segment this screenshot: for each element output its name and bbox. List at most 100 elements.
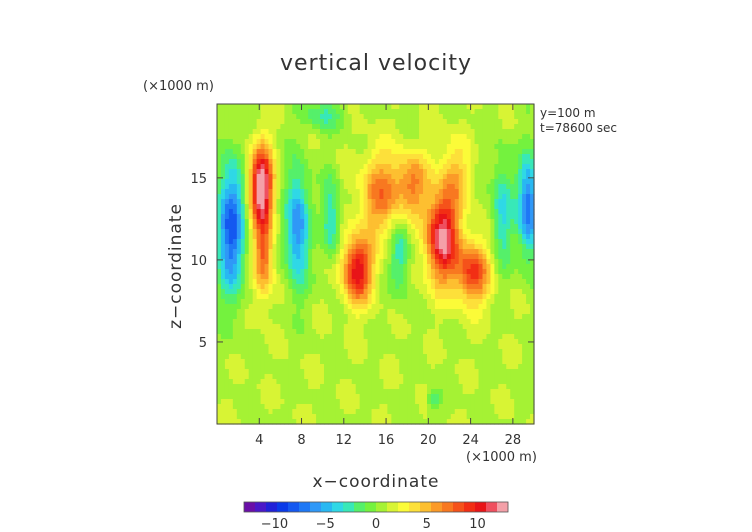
heatmap-cell [300, 284, 305, 290]
heatmap-cell [403, 189, 408, 195]
heatmap-cell [248, 394, 254, 400]
heatmap-cell [217, 244, 222, 250]
heatmap-cell [530, 319, 535, 325]
heatmap-cell [526, 354, 531, 360]
heatmap-cell [423, 174, 428, 180]
heatmap-cell [304, 154, 309, 160]
heatmap-cell [280, 164, 285, 170]
heatmap-cell [474, 224, 480, 230]
heatmap-cell [454, 374, 460, 380]
heatmap-cell [510, 359, 515, 365]
heatmap-cell [438, 349, 444, 355]
heatmap-cell [367, 169, 373, 175]
heatmap-cell [327, 134, 333, 140]
heatmap-cell [470, 279, 476, 285]
heatmap-cell [264, 174, 270, 180]
heatmap-cell [478, 209, 484, 215]
heatmap-cell [228, 199, 234, 205]
heatmap-cell [486, 349, 492, 355]
heatmap-cell [300, 404, 305, 410]
heatmap-cell [248, 349, 254, 355]
heatmap-cell [434, 219, 440, 225]
heatmap-cell [363, 289, 369, 295]
heatmap-cell [260, 164, 266, 170]
heatmap-cell [434, 114, 440, 120]
heatmap-cell [506, 399, 511, 405]
heatmap-cell [304, 319, 309, 325]
heatmap-cell [466, 164, 472, 170]
heatmap-cell [359, 389, 365, 395]
heatmap-cell [276, 229, 281, 235]
heatmap-cell [494, 329, 499, 335]
heatmap-cell [490, 194, 495, 200]
heatmap-cell [224, 239, 230, 245]
heatmap-cell [228, 164, 234, 170]
heatmap-cell [407, 309, 412, 315]
heatmap-cell [506, 149, 511, 155]
heatmap-cell [347, 319, 353, 325]
heatmap-cell [335, 349, 341, 355]
heatmap-cell [272, 259, 278, 265]
heatmap-cell [438, 214, 444, 220]
heatmap-cell [486, 159, 492, 165]
heatmap-cell [228, 244, 234, 250]
heatmap-cell [478, 229, 484, 235]
heatmap-cell [502, 354, 507, 360]
heatmap-cell [371, 219, 377, 225]
heatmap-cell [438, 164, 444, 170]
heatmap-cell [280, 269, 285, 275]
heatmap-cell [220, 364, 226, 370]
heatmap-cell [316, 109, 321, 115]
heatmap-cell [304, 354, 309, 360]
heatmap-cell [323, 389, 329, 395]
heatmap-cell [316, 244, 321, 250]
heatmap-cell [490, 249, 495, 255]
heatmap-cell [375, 264, 381, 270]
heatmap-cell [228, 369, 234, 375]
heatmap-cell [395, 274, 400, 280]
heatmap-cell [522, 249, 527, 255]
heatmap-cell [446, 174, 452, 180]
heatmap-cell [320, 259, 325, 265]
heatmap-cell [502, 164, 507, 170]
heatmap-cell [272, 379, 278, 385]
heatmap-cell [244, 394, 250, 400]
heatmap-cell [220, 254, 226, 260]
heatmap-cell [359, 129, 365, 135]
heatmap-cell [343, 239, 349, 245]
heatmap-cell [506, 319, 511, 325]
heatmap-cell [236, 394, 242, 400]
heatmap-cell [458, 194, 464, 200]
heatmap-cell [355, 189, 361, 195]
heatmap-cell [292, 259, 297, 265]
heatmap-cell [454, 279, 460, 285]
heatmap-cell [434, 104, 440, 110]
heatmap-cell [316, 359, 321, 365]
heatmap-cell [359, 104, 365, 110]
heatmap-cell [506, 144, 511, 150]
heatmap-cell [375, 159, 381, 165]
heatmap-cell [403, 114, 408, 120]
heatmap-cell [304, 394, 309, 400]
heatmap-cell [407, 159, 412, 165]
heatmap-cell [427, 349, 432, 355]
heatmap-cell [415, 329, 420, 335]
heatmap-cell [379, 209, 385, 215]
heatmap-cell [458, 359, 464, 365]
heatmap-cell [502, 234, 507, 240]
heatmap-cell [355, 259, 361, 265]
heatmap-cell [320, 254, 325, 260]
heatmap-cell [395, 284, 400, 290]
heatmap-cell [252, 359, 258, 365]
heatmap-cell [312, 134, 317, 140]
heatmap-cell [462, 124, 468, 130]
heatmap-cell [359, 254, 365, 260]
heatmap-cell [494, 104, 499, 110]
heatmap-cell [415, 279, 420, 285]
heatmap-cell [256, 239, 262, 245]
heatmap-cell [240, 189, 246, 195]
heatmap-cell [430, 379, 436, 385]
heatmap-cell [391, 284, 396, 290]
heatmap-cell [355, 404, 361, 410]
heatmap-cell [355, 274, 361, 280]
